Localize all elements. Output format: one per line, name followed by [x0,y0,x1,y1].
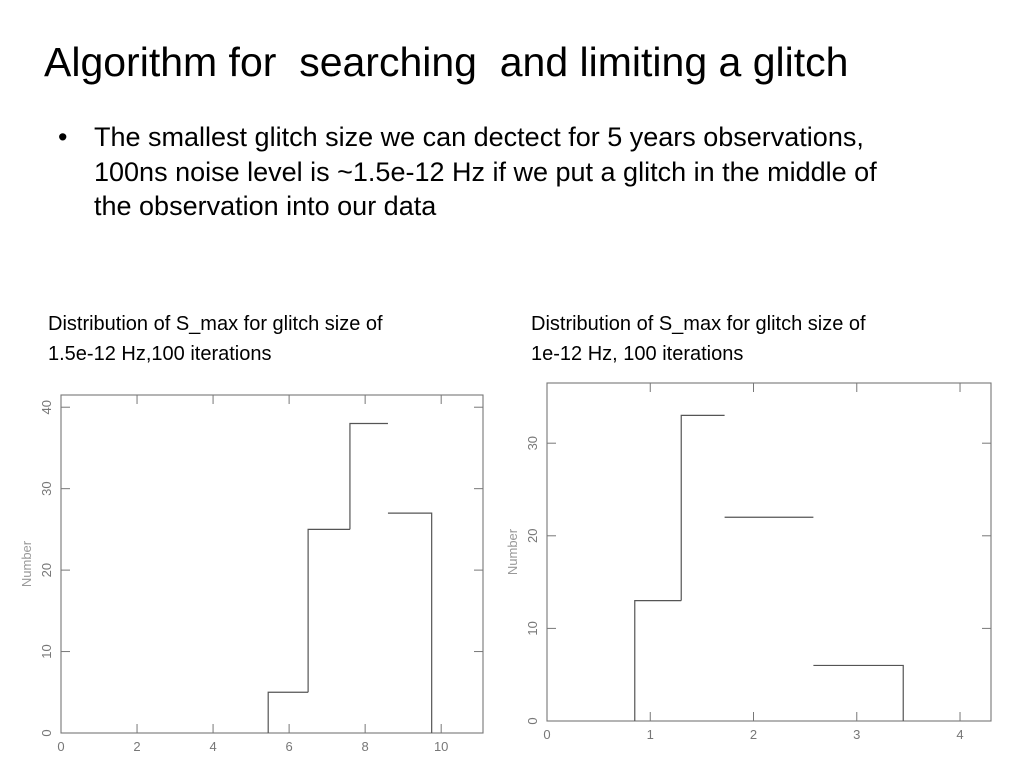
hist-1-x-tick-label: 3 [853,727,860,742]
hist-1-x-tick-label: 2 [750,727,757,742]
bullet-text: The smallest glitch size we can dectect … [94,122,877,222]
bullet-dot-icon: • [58,122,68,152]
hist-0-x-tick-label: 4 [209,739,216,754]
hist-1-plot-frame [546,382,992,722]
hist-0-y-tick-label: 40 [39,400,54,414]
hist-1-x-tick-label: 0 [543,727,550,742]
hist-0-y-axis-label: Number [19,540,34,587]
hist-1-x-tick-label: 4 [956,727,963,742]
hist-1-bin [680,414,725,601]
caption-left-line1: Distribution of S_max for glitch size of [48,313,383,335]
hist-0-bin [387,512,433,733]
hist-1-y-tick-label: 0 [525,717,540,724]
hist-0-x-tick-label: 2 [133,739,140,754]
hist-1-x-tick-label: 1 [647,727,654,742]
hist-0-plot-frame [60,394,484,734]
hist-0-bin [307,528,350,693]
hist-1-y-tick-label: 10 [525,621,540,635]
hist-1-bin [813,664,904,721]
hist-1-y-axis-label: Number [505,528,520,575]
hist-1-y-tick-label: 30 [525,436,540,450]
bullet-item: • The smallest glitch size we can dectec… [58,120,888,224]
hist-0-y-tick-label: 10 [39,644,54,658]
hist-1-y-tick-label: 20 [525,529,540,543]
hist-0-y-tick-label: 20 [39,563,54,577]
caption-right-line1: Distribution of S_max for glitch size of [531,313,866,335]
caption-right: Distribution of S_max for glitch size of… [531,309,866,369]
hist-0-bin [267,691,309,733]
hist-0-x-tick-label: 10 [434,739,448,754]
hist-0-x-tick-label: 0 [57,739,64,754]
hist-0-x-tick-label: 6 [285,739,292,754]
hist-1-bin [634,600,682,721]
histogram-left: 0 2 4 6 8 10 0 10 20 30 40 Number [19,394,484,754]
caption-right-line2: 1e-12 Hz, 100 iterations [531,343,744,365]
slide-title: Algorithm for searching and limiting a g… [44,39,849,85]
hist-0-bin [349,422,388,530]
hist-0-y-tick-label: 30 [39,481,54,495]
caption-left: Distribution of S_max for glitch size of… [48,309,383,369]
histogram-right: 0 1 2 3 4 0 10 20 30 Number [505,382,992,742]
caption-left-line2: 1.5e-12 Hz,100 iterations [48,343,272,365]
hist-0-x-tick-label: 8 [362,739,369,754]
hist-0-y-tick-label: 0 [39,729,54,736]
